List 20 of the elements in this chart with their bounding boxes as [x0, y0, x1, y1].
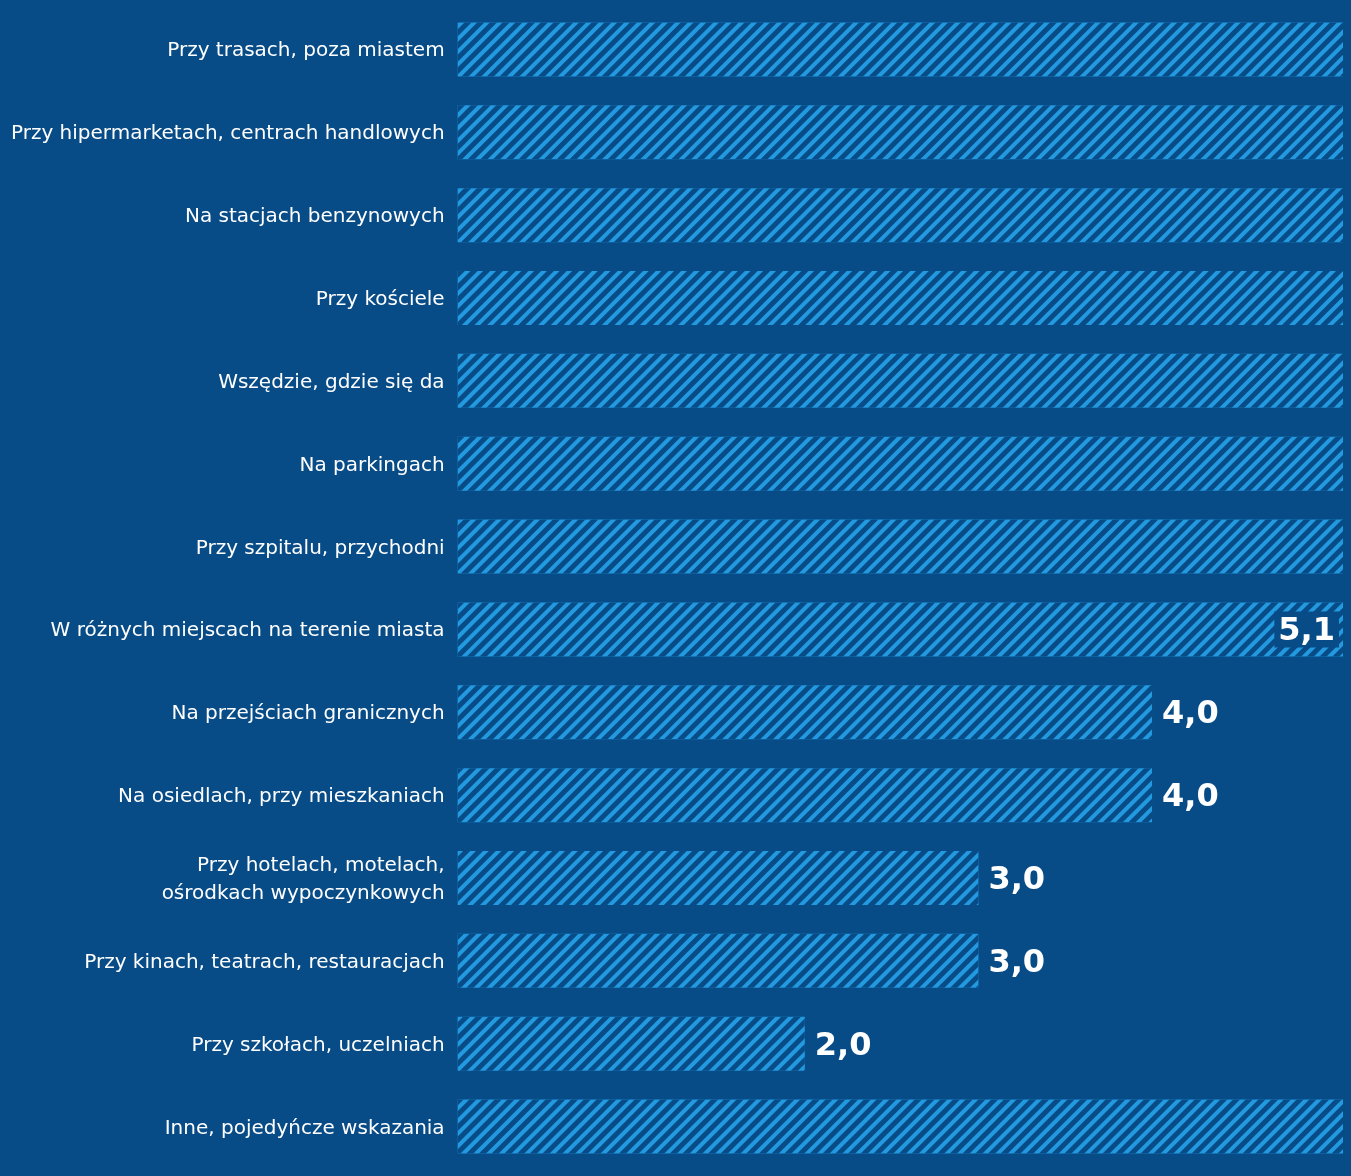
y-tick-label: Przy szkołach, uczelniach — [191, 1031, 445, 1056]
data-label: 4,0 — [1162, 776, 1219, 815]
data-label: 4,0 — [1162, 693, 1219, 732]
y-tick-label: Przy trasach, poza miastem — [167, 37, 445, 62]
data-label: 5,1 — [1278, 610, 1335, 649]
y-tick-label: W różnych miejscach na terenie miasta — [50, 617, 445, 642]
y-tick-label: Przy hipermarketach, centrach handlowych — [10, 120, 445, 145]
y-tick-label: Inne, pojedyńcze wskazania — [164, 1114, 445, 1139]
y-tick-label: Wszędzie, gdzie się da — [218, 368, 445, 393]
y-tick-label: Przy kościele — [315, 286, 445, 310]
y-tick-label: Przy kinach, teatrach, restauracjach — [84, 948, 445, 973]
data-label: 3,0 — [988, 859, 1046, 897]
y-tick-label: Na parkingach — [299, 451, 445, 476]
data-label: 3,0 — [988, 941, 1046, 980]
data-label: 2,0 — [814, 1024, 872, 1063]
y-tick-label: Przy hotelach, motelach, ośrodkach wypoczynkowych — [161, 852, 445, 904]
y-tick-label: Na osiedlach, przy mieszkaniach — [118, 783, 445, 808]
y-tick-label: Przy szpitalu, przychodni — [195, 534, 445, 559]
y-tick-label: Na przejściach granicznych — [171, 700, 445, 725]
y-tick-label: Na stacjach benzynowych — [184, 203, 445, 228]
